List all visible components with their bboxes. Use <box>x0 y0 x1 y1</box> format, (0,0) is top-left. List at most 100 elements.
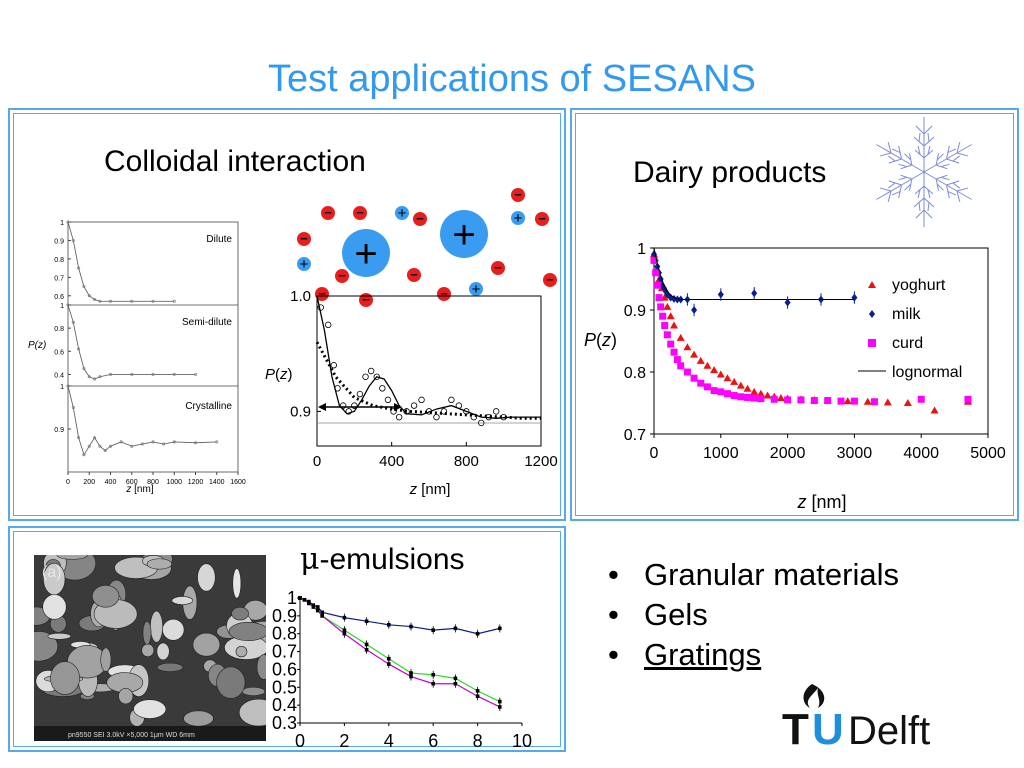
yoghurt-point <box>683 343 692 351</box>
stack-curve <box>67 304 196 380</box>
minus-sign: − <box>410 267 418 282</box>
emul-ytick-label: 0.9 <box>272 606 297 626</box>
cm-data-point <box>362 373 369 380</box>
legend-milk-label: milk <box>892 306 921 323</box>
cm-data-point <box>492 408 500 415</box>
cm-data-point <box>384 396 392 404</box>
cm-data-point <box>339 402 347 409</box>
sem-particle <box>141 643 155 658</box>
emul-point <box>302 597 307 602</box>
yoghurt-point <box>863 397 872 405</box>
cm-xtick-label: 0 <box>313 453 321 470</box>
cm-data-point <box>356 390 364 398</box>
stack-frame <box>67 221 239 473</box>
sem-particle <box>156 662 184 672</box>
stack-ytick-label: 0.9 <box>54 238 64 245</box>
stack-point <box>140 442 144 446</box>
curd-point <box>659 312 667 320</box>
dairy-xtick-label: 4000 <box>903 445 939 462</box>
stack-point <box>87 294 91 298</box>
emul-ytick-label: 0.5 <box>272 677 297 697</box>
cm-ytick-label: 1.0 <box>290 288 311 305</box>
stack-xtick-label: 1400 <box>209 479 225 486</box>
curd-point <box>663 331 671 339</box>
stack-point <box>194 441 198 445</box>
flame-icon <box>803 684 825 708</box>
curd-point <box>667 340 675 348</box>
small-cation <box>511 211 525 225</box>
yoghurt-point <box>716 370 725 378</box>
stack-ytick-label: 1 <box>60 220 64 227</box>
cm-data-point <box>448 396 455 404</box>
legend-milk-swatch <box>869 310 875 318</box>
yoghurt-point <box>723 374 732 382</box>
stack-point <box>82 453 86 457</box>
curd-point <box>964 395 972 403</box>
curd-point <box>824 397 832 405</box>
stack-point <box>98 375 102 379</box>
stack-xtick-label: 800 <box>147 479 159 486</box>
stack-point <box>215 440 219 444</box>
period-arrow <box>318 403 402 411</box>
stack-point <box>172 299 176 303</box>
stack-point <box>93 297 97 301</box>
sem-particle <box>256 654 266 680</box>
yoghurt-point <box>776 394 785 402</box>
cm-data-point <box>330 362 337 369</box>
emul-ytick-label: 0.6 <box>272 659 297 679</box>
lognormal-fit-line <box>653 247 855 300</box>
sem-particle <box>232 568 242 599</box>
curd-point <box>730 392 738 400</box>
curd-point <box>737 393 745 401</box>
colloid-ylabel: P(z) <box>265 366 293 383</box>
dairy-panel <box>570 108 1019 521</box>
large-cation <box>342 229 390 277</box>
dairy-plot-frame <box>653 247 989 435</box>
cm-ytick-label: 0.9 <box>290 403 311 420</box>
logo-delft: Delft <box>848 709 930 753</box>
sem-particle <box>91 584 120 608</box>
stack-ytick-label: 0.7 <box>54 275 64 282</box>
logo-t: T <box>782 705 809 754</box>
stack-point <box>98 444 102 448</box>
stack-ytick-label: 0.9 <box>54 427 64 434</box>
colloid-plot-frame <box>316 295 542 447</box>
emul-xtick-label: 8 <box>473 731 483 751</box>
stack-point <box>71 238 75 242</box>
curd-point <box>703 383 711 391</box>
plus-sign: + <box>398 205 407 222</box>
anion <box>543 273 557 287</box>
yoghurt-point <box>690 350 699 358</box>
gratings-link[interactable]: Gratings <box>644 637 762 672</box>
emul-green-line <box>299 597 501 703</box>
anion <box>437 287 451 301</box>
stack-point <box>87 375 91 379</box>
milk-point <box>661 284 668 293</box>
sem-particle <box>183 710 214 727</box>
curd-point <box>744 393 752 401</box>
yoghurt-point <box>743 384 752 392</box>
cm-data-point <box>324 321 332 329</box>
anion <box>491 261 505 275</box>
curd-point <box>810 397 818 405</box>
dairy-xtick-label: 2000 <box>770 445 806 462</box>
stack-ytick-label: 1 <box>60 384 64 391</box>
stack-xtick-label: 1000 <box>166 479 182 486</box>
curd-point <box>650 256 658 264</box>
sem-particle <box>56 555 88 560</box>
emul-ytick-label: 0.7 <box>272 642 297 662</box>
anion <box>353 206 367 220</box>
stack-point <box>119 440 123 444</box>
plus-sign: + <box>354 232 377 276</box>
cm-data-point <box>395 413 403 421</box>
stack-point <box>66 384 70 388</box>
yoghurt-point <box>696 356 705 364</box>
curd-point <box>710 387 718 395</box>
legend-yoghurt-swatch <box>868 281 876 288</box>
sem-particle <box>216 666 246 699</box>
cm-data-point <box>440 408 448 415</box>
stack-ytick-label: 0.8 <box>54 326 64 333</box>
stack-label-dilute: Dilute <box>206 234 232 245</box>
sem-micrograph: (a) pn9550 SEI 3.0kV ×5,000 1μm WD 6mm <box>34 555 266 741</box>
curd-point <box>757 395 765 403</box>
